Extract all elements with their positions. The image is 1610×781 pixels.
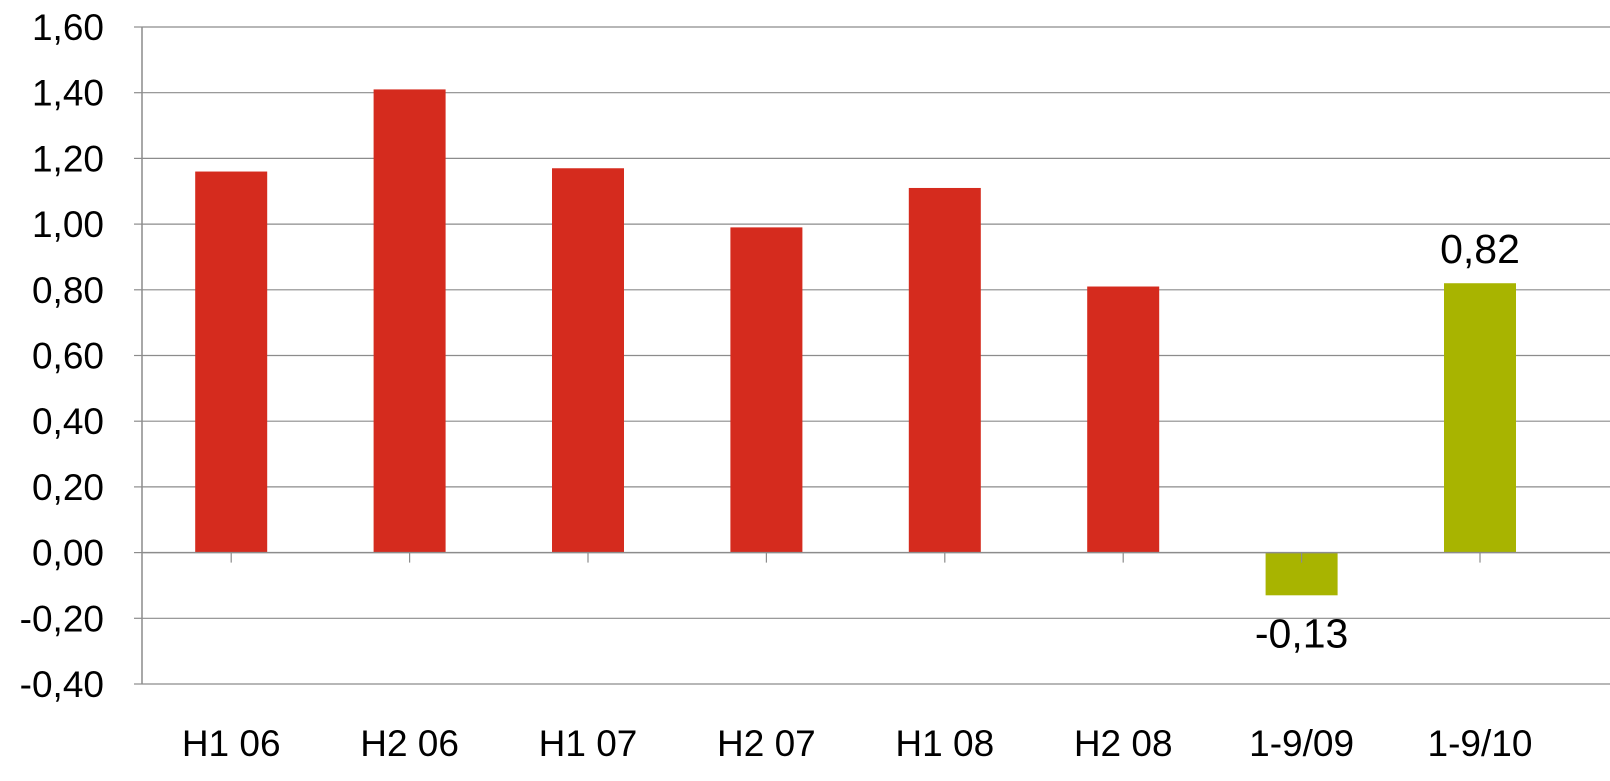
bar-8 xyxy=(1444,283,1516,553)
bar-5 xyxy=(908,187,981,553)
data-labels: -0,13 0,82 xyxy=(1255,226,1520,656)
x-tick-label: H1 08 xyxy=(895,723,994,764)
y-axis-tick-labels: 1,60 1,40 1,20 1,00 0,80 0,60 0,40 0,20 0,00 -0,2… xyxy=(20,7,104,705)
y-tick-label: -0,40 xyxy=(20,664,104,705)
x-tick-label: H1 07 xyxy=(539,723,638,764)
bar-1 xyxy=(195,171,268,553)
x-axis-tick-labels: H1 06 H2 06 H1 07 H2 07 H1 08 H2 08 1-9/09 1-9/… xyxy=(182,723,1533,764)
y-tick-label: 0,40 xyxy=(32,401,104,442)
y-tick-label: 1,40 xyxy=(32,73,104,114)
x-tick-label: H1 06 xyxy=(182,723,281,764)
x-tick-label: 1-9/09 xyxy=(1249,723,1354,764)
y-tick-label: 1,60 xyxy=(32,7,104,48)
axes xyxy=(134,26,1610,685)
data-label: 0,82 xyxy=(1440,226,1520,272)
x-tick-label: H2 08 xyxy=(1074,723,1173,764)
y-tick-label: 1,00 xyxy=(32,204,104,245)
bars xyxy=(195,89,1516,596)
x-tick-label: H2 07 xyxy=(717,723,816,764)
data-label: -0,13 xyxy=(1255,610,1348,656)
bar-3 xyxy=(552,168,624,553)
y-tick-label: 0,80 xyxy=(32,270,104,311)
y-tick-label: 1,20 xyxy=(32,138,104,179)
gridlines xyxy=(142,26,1610,685)
bar-4 xyxy=(730,227,803,553)
y-tick-label: -0,20 xyxy=(20,598,104,639)
y-tick-label: 0,20 xyxy=(32,467,104,508)
bar-6 xyxy=(1087,286,1160,553)
x-tick-label: 1-9/10 xyxy=(1428,723,1533,764)
y-tick-label: 0,60 xyxy=(32,336,104,377)
bar-2 xyxy=(373,89,446,553)
y-tick-label: 0,00 xyxy=(32,533,104,574)
x-tick-label: H2 06 xyxy=(360,723,459,764)
